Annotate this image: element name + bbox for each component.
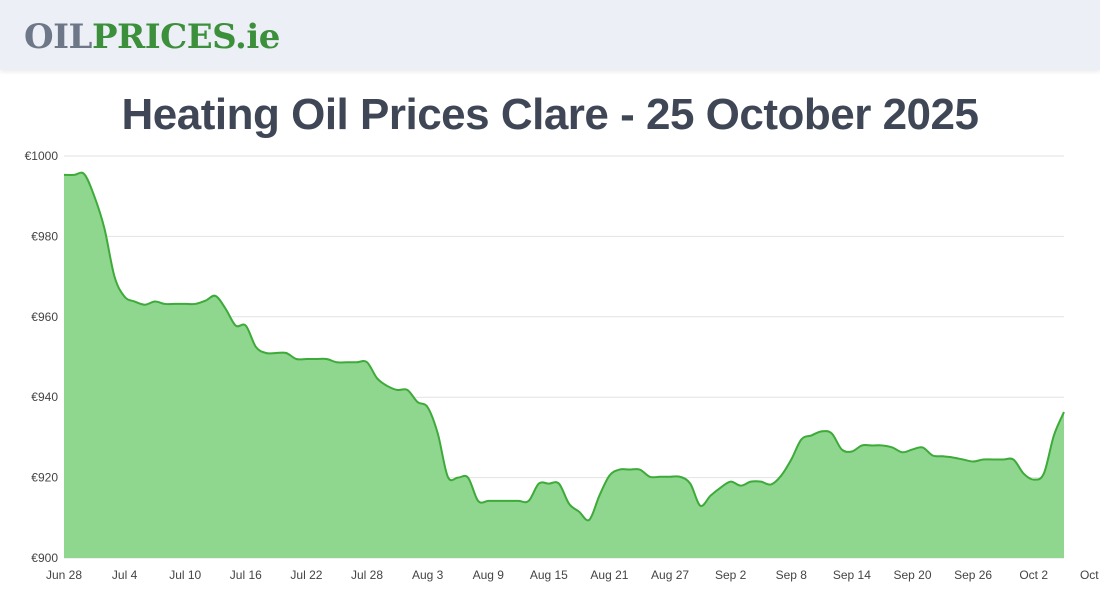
oilprices-logo[interactable]: OILPRICES.ie	[24, 14, 280, 60]
page-title: Heating Oil Prices Clare - 25 October 20…	[121, 90, 979, 139]
x-tick-label: Jul 16	[230, 568, 262, 582]
y-tick-label: €1000	[25, 149, 59, 163]
x-tick-label: Aug 15	[530, 568, 568, 582]
x-tick-label: Aug 9	[473, 568, 505, 582]
x-tick-label: Sep 20	[893, 568, 931, 582]
top-bar: OILPRICES.ie	[0, 0, 1100, 70]
y-tick-label: €940	[31, 390, 58, 404]
x-tick-label: Oct 8	[1080, 568, 1100, 582]
x-tick-label: Jul 4	[112, 568, 138, 582]
y-axis: €900 €920 €940 €960 €980 €1000	[25, 149, 59, 565]
x-tick-label: Oct 2	[1019, 568, 1048, 582]
y-tick-label: €960	[31, 310, 58, 324]
x-tick-label: Jul 10	[169, 568, 201, 582]
x-tick-label: Sep 14	[833, 568, 871, 582]
x-tick-label: Jul 28	[351, 568, 383, 582]
price-area	[64, 172, 1064, 558]
x-axis: Jun 28 Jul 4 Jul 10 Jul 16 Jul 22 Jul 28 Aug 3…	[46, 568, 1100, 582]
logo-text-oil: OIL	[24, 17, 92, 57]
price-chart: €900 €920 €940 €960 €980 €1000 Jun 28 Jul 4 Jul…	[25, 149, 1100, 582]
price-line	[63, 171, 1065, 522]
logo-text-ie: .ie	[234, 17, 280, 57]
x-tick-label: Sep 8	[776, 568, 808, 582]
x-tick-label: Aug 3	[412, 568, 444, 582]
x-tick-label: Sep 26	[954, 568, 992, 582]
x-tick-label: Aug 27	[651, 568, 689, 582]
logo-text-prices: PRICES	[91, 17, 236, 57]
y-tick-label: €920	[31, 471, 58, 485]
x-tick-label: Jul 22	[290, 568, 322, 582]
x-tick-label: Aug 21	[590, 568, 628, 582]
y-tick-label: €900	[31, 551, 58, 565]
x-tick-label: Sep 2	[715, 568, 747, 582]
x-tick-label: Jun 28	[46, 568, 82, 582]
y-tick-label: €980	[31, 229, 58, 243]
